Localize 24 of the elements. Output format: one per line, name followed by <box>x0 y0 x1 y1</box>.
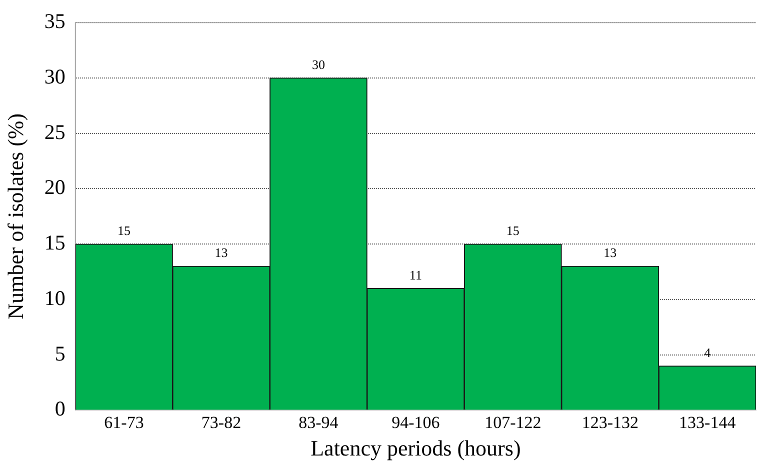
data-label: 13 <box>214 245 228 260</box>
x-tick-label: 73-82 <box>201 412 242 432</box>
data-label: 11 <box>409 267 422 282</box>
y-tick-label: 30 <box>44 64 66 88</box>
y-tick-label: 15 <box>44 230 66 255</box>
y-tick-label: 20 <box>44 175 66 200</box>
x-tick-label: 94-106 <box>392 412 440 432</box>
y-tick-label: 35 <box>44 9 66 34</box>
x-tick-label: 61-73 <box>104 412 144 432</box>
y-tick-label: 5 <box>54 341 66 366</box>
x-tick-label: 83-94 <box>298 412 339 432</box>
data-label: 4 <box>704 344 712 360</box>
data-label: 15 <box>118 223 131 238</box>
data-label: 13 <box>604 245 617 260</box>
x-axis-title: Latency periods (hours) <box>310 436 521 461</box>
x-tick-label: 107-122 <box>484 412 542 432</box>
data-label: 15 <box>506 223 520 238</box>
y-tick-label: 10 <box>44 286 66 310</box>
y-tick-label: 25 <box>44 120 66 144</box>
x-tick-label: 133-144 <box>679 412 736 432</box>
data-label: 30 <box>312 56 325 72</box>
x-tick-label: 123-132 <box>582 412 638 432</box>
y-axis-title: Number of isolates (%) <box>2 113 28 320</box>
y-tick-label: 0 <box>54 396 66 421</box>
